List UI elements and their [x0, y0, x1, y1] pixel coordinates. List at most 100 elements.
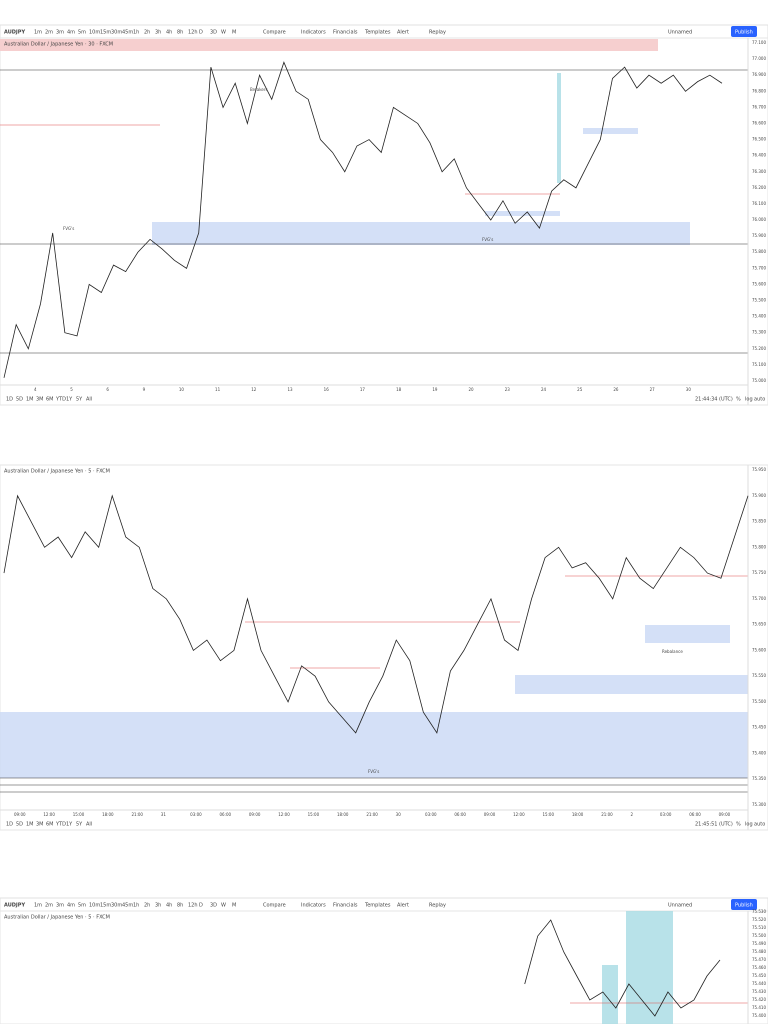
- interval[interactable]: 3D: [210, 903, 217, 909]
- time-label: 2: [631, 812, 634, 817]
- interval[interactable]: 2m: [45, 903, 53, 909]
- price-label: 76.200: [752, 185, 766, 190]
- range-button[interactable]: 5D: [16, 397, 23, 403]
- interval[interactable]: 5m: [78, 30, 86, 36]
- zone: [557, 73, 561, 183]
- price-label: 75.700: [752, 596, 766, 601]
- axis-option[interactable]: %: [736, 397, 741, 403]
- axis-option[interactable]: log: [745, 397, 753, 403]
- symbol[interactable]: AUDJPY: [4, 903, 25, 909]
- interval[interactable]: M: [232, 903, 236, 909]
- toolbar-button[interactable]: Alert: [397, 903, 409, 909]
- interval[interactable]: 3h: [155, 903, 161, 909]
- range-button[interactable]: 1D: [6, 397, 13, 403]
- publish-button[interactable]: [731, 899, 757, 910]
- range-button[interactable]: All: [86, 822, 92, 828]
- range-button[interactable]: YTD: [55, 822, 66, 828]
- price-label: 76.500: [752, 137, 766, 142]
- interval[interactable]: 2h: [144, 30, 150, 36]
- interval[interactable]: 8h: [177, 903, 183, 909]
- interval[interactable]: 5m: [78, 903, 86, 909]
- range-button[interactable]: 5Y: [76, 822, 83, 828]
- highlight: [0, 39, 658, 51]
- interval[interactable]: D: [199, 903, 203, 909]
- toolbar-button[interactable]: Indicators: [301, 903, 326, 909]
- interval[interactable]: 15m: [100, 30, 111, 36]
- interval[interactable]: 45m: [122, 30, 133, 36]
- toolbar-button[interactable]: Replay: [429, 903, 446, 909]
- interval[interactable]: 3m: [56, 903, 64, 909]
- publish-label[interactable]: Publish: [735, 903, 753, 909]
- interval[interactable]: 45m: [122, 903, 133, 909]
- time-label: 13: [287, 387, 293, 392]
- zone: [485, 211, 560, 216]
- range-button[interactable]: 1Y: [66, 397, 73, 403]
- toolbar-button[interactable]: Compare: [263, 903, 286, 909]
- interval[interactable]: 1m: [34, 903, 42, 909]
- publish-button[interactable]: [731, 26, 757, 37]
- axis-option[interactable]: %: [736, 822, 741, 828]
- interval[interactable]: 4m: [67, 903, 75, 909]
- interval[interactable]: 3m: [56, 30, 64, 36]
- interval[interactable]: 1h: [133, 30, 139, 36]
- interval[interactable]: 2h: [144, 903, 150, 909]
- toolbar-button[interactable]: Replay: [429, 30, 446, 36]
- time-label: 21:00: [601, 812, 613, 817]
- range-button[interactable]: 3M: [36, 397, 44, 403]
- toolbar-button[interactable]: Templates: [364, 903, 391, 909]
- range-button[interactable]: YTD: [55, 397, 66, 403]
- symbol[interactable]: AUDJPY: [4, 30, 25, 36]
- interval[interactable]: 12h: [188, 903, 198, 909]
- interval[interactable]: 30m: [111, 903, 122, 909]
- layout-name[interactable]: Unnamed: [668, 30, 692, 36]
- interval[interactable]: 2m: [45, 30, 53, 36]
- interval[interactable]: 10m: [89, 903, 100, 909]
- axis-option[interactable]: auto: [754, 822, 765, 828]
- range-button[interactable]: 1Y: [66, 822, 73, 828]
- range-button[interactable]: 6M: [46, 397, 54, 403]
- zone: [515, 675, 748, 694]
- interval[interactable]: M: [232, 30, 236, 36]
- interval[interactable]: 15m: [100, 903, 111, 909]
- range-button[interactable]: 3M: [36, 822, 44, 828]
- range-button[interactable]: 5Y: [76, 397, 83, 403]
- interval[interactable]: W: [221, 903, 226, 909]
- interval[interactable]: 4h: [166, 903, 172, 909]
- toolbar-button[interactable]: Alert: [397, 30, 409, 36]
- price-label: 75.900: [752, 493, 766, 498]
- toolbar-button[interactable]: Templates: [364, 30, 391, 36]
- interval[interactable]: 1m: [34, 30, 42, 36]
- range-button[interactable]: 1M: [26, 397, 34, 403]
- interval[interactable]: 4h: [166, 30, 172, 36]
- range-button[interactable]: 5D: [16, 822, 23, 828]
- layout-name[interactable]: Unnamed: [668, 903, 692, 909]
- range-button[interactable]: 6M: [46, 822, 54, 828]
- toolbar-button[interactable]: Financials: [333, 903, 358, 909]
- annotation: FVG's: [482, 237, 493, 242]
- interval[interactable]: 12h: [188, 30, 198, 36]
- interval[interactable]: 4m: [67, 30, 75, 36]
- time-label: 15:00: [542, 812, 554, 817]
- axis-option[interactable]: log: [745, 822, 753, 828]
- time-label: 27: [650, 387, 656, 392]
- range-button[interactable]: 1D: [6, 822, 13, 828]
- interval[interactable]: D: [199, 30, 203, 36]
- interval[interactable]: 30m: [111, 30, 122, 36]
- price-label: 75.800: [752, 544, 766, 549]
- range-button[interactable]: All: [86, 397, 92, 403]
- interval[interactable]: W: [221, 30, 226, 36]
- toolbar-button[interactable]: Financials: [333, 30, 358, 36]
- zone: [626, 911, 673, 1024]
- interval[interactable]: 1h: [133, 903, 139, 909]
- interval[interactable]: 3h: [155, 30, 161, 36]
- range-button[interactable]: 1M: [26, 822, 34, 828]
- interval[interactable]: 3D: [210, 30, 217, 36]
- toolbar-button[interactable]: Indicators: [301, 30, 326, 36]
- time-label: 18:00: [337, 812, 349, 817]
- toolbar-button[interactable]: Compare: [263, 30, 286, 36]
- publish-label[interactable]: Publish: [735, 30, 753, 36]
- interval[interactable]: 8h: [177, 30, 183, 36]
- axis-option[interactable]: auto: [754, 397, 765, 403]
- time-label: 03:00: [660, 812, 672, 817]
- interval[interactable]: 10m: [89, 30, 100, 36]
